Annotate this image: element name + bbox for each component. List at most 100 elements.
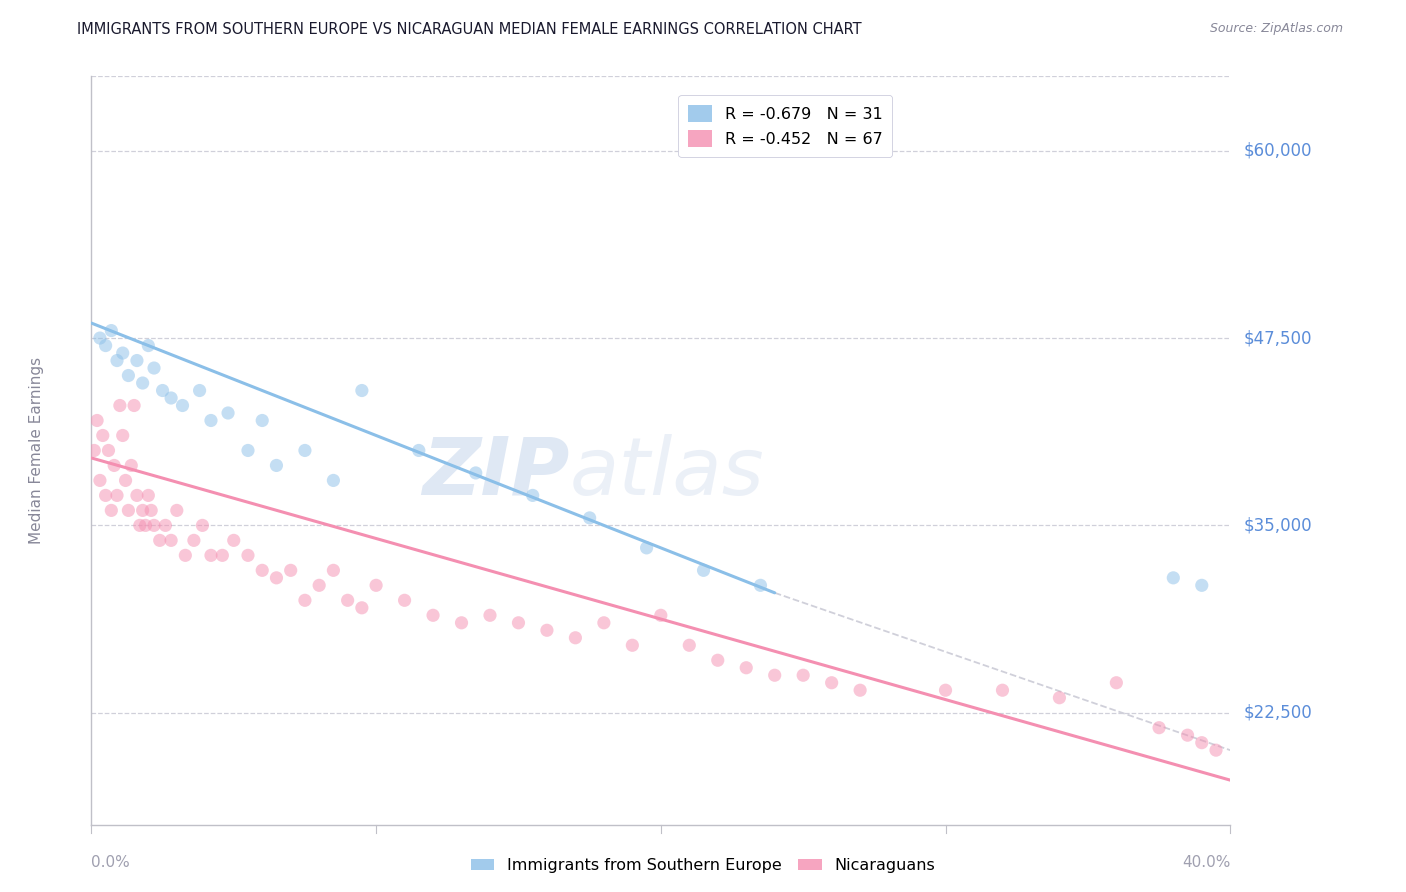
Point	[364, 578, 387, 592]
Point	[222, 533, 245, 548]
Point	[350, 600, 373, 615]
Point	[250, 413, 273, 427]
Point	[578, 511, 600, 525]
Point	[706, 653, 728, 667]
Point	[134, 518, 156, 533]
Point	[111, 346, 134, 360]
Point	[763, 668, 786, 682]
Point	[97, 443, 120, 458]
Point	[464, 466, 486, 480]
Point	[1205, 743, 1227, 757]
Point	[191, 518, 214, 533]
Point	[117, 503, 139, 517]
Point	[336, 593, 359, 607]
Text: $22,500: $22,500	[1244, 704, 1313, 722]
Point	[266, 571, 288, 585]
Point	[211, 549, 233, 563]
Point	[105, 353, 128, 368]
Point	[141, 503, 163, 517]
Point	[536, 624, 558, 638]
Point	[117, 368, 139, 383]
Point	[94, 338, 117, 352]
Point	[100, 503, 122, 517]
Point	[692, 563, 714, 577]
Point	[122, 399, 145, 413]
Point	[188, 384, 211, 398]
Text: 40.0%: 40.0%	[1182, 855, 1230, 870]
Point	[749, 578, 772, 592]
Point	[111, 428, 134, 442]
Point	[103, 458, 125, 473]
Point	[131, 503, 153, 517]
Text: atlas: atlas	[569, 434, 765, 512]
Point	[100, 324, 122, 338]
Point	[621, 638, 644, 652]
Point	[991, 683, 1014, 698]
Point	[105, 488, 128, 502]
Point	[650, 608, 672, 623]
Point	[294, 593, 316, 607]
Point	[128, 518, 150, 533]
Point	[131, 376, 153, 390]
Point	[450, 615, 472, 630]
Point	[138, 488, 160, 502]
Point	[183, 533, 205, 548]
Point	[735, 661, 758, 675]
Point	[820, 675, 842, 690]
Point	[849, 683, 872, 698]
Point	[166, 503, 188, 517]
Legend: Immigrants from Southern Europe, Nicaraguans: Immigrants from Southern Europe, Nicarag…	[464, 852, 942, 880]
Point	[125, 488, 148, 502]
Text: $47,500: $47,500	[1244, 329, 1312, 347]
Point	[236, 443, 259, 458]
Text: 0.0%: 0.0%	[91, 855, 131, 870]
Text: $35,000: $35,000	[1244, 516, 1313, 534]
Point	[266, 458, 288, 473]
Point	[250, 563, 273, 577]
Point	[200, 549, 222, 563]
Point	[83, 443, 105, 458]
Point	[408, 443, 430, 458]
Legend: R = -0.679   N = 31, R = -0.452   N = 67: R = -0.679 N = 31, R = -0.452 N = 67	[678, 95, 891, 157]
Point	[1177, 728, 1199, 742]
Point	[422, 608, 444, 623]
Text: IMMIGRANTS FROM SOUTHERN EUROPE VS NICARAGUAN MEDIAN FEMALE EARNINGS CORRELATION: IMMIGRANTS FROM SOUTHERN EUROPE VS NICAR…	[77, 22, 862, 37]
Point	[91, 428, 114, 442]
Point	[522, 488, 544, 502]
Point	[394, 593, 416, 607]
Point	[1105, 675, 1128, 690]
Point	[174, 549, 197, 563]
Point	[114, 474, 136, 488]
Point	[200, 413, 222, 427]
Point	[236, 549, 259, 563]
Point	[1161, 571, 1184, 585]
Point	[125, 353, 148, 368]
Text: $60,000: $60,000	[1244, 142, 1312, 160]
Point	[155, 518, 177, 533]
Point	[160, 533, 183, 548]
Point	[86, 413, 108, 427]
Point	[1049, 690, 1071, 705]
Point	[322, 563, 344, 577]
Point	[934, 683, 956, 698]
Point	[94, 488, 117, 502]
Point	[636, 541, 658, 555]
Point	[89, 331, 111, 345]
Point	[1191, 578, 1213, 592]
Point	[792, 668, 814, 682]
Point	[1191, 736, 1213, 750]
Point	[478, 608, 502, 623]
Text: Median Female Earnings: Median Female Earnings	[30, 357, 44, 544]
Point	[294, 443, 316, 458]
Point	[152, 384, 174, 398]
Point	[138, 338, 160, 352]
Point	[108, 399, 131, 413]
Point	[217, 406, 239, 420]
Point	[564, 631, 586, 645]
Point	[678, 638, 700, 652]
Text: Source: ZipAtlas.com: Source: ZipAtlas.com	[1209, 22, 1343, 36]
Text: ZIP: ZIP	[422, 434, 569, 512]
Point	[1147, 721, 1170, 735]
Point	[120, 458, 142, 473]
Point	[350, 384, 373, 398]
